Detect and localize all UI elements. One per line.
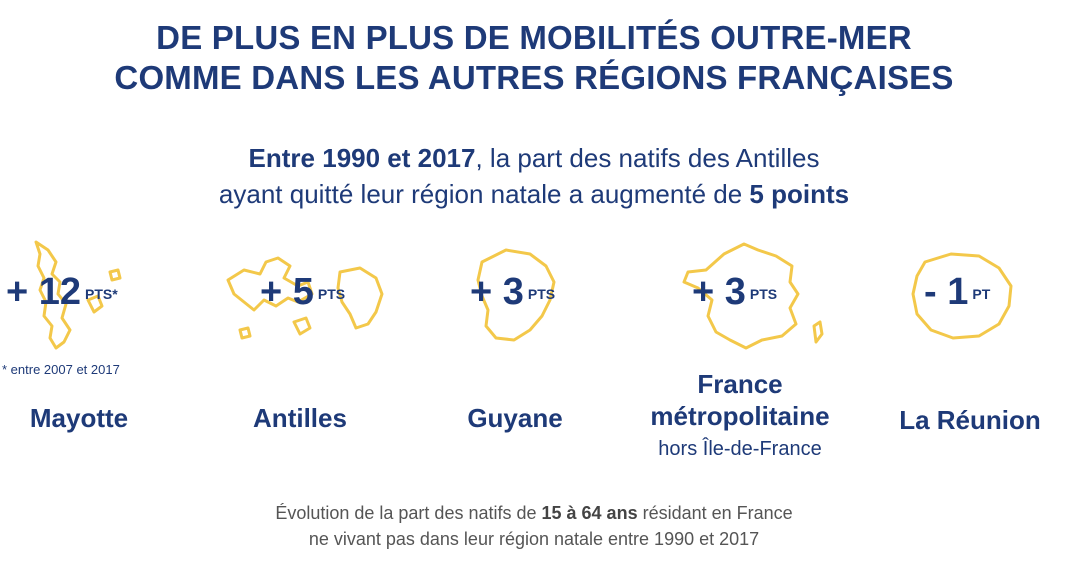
region-la-reunion: - 1 PT La Réunion — [880, 240, 1060, 440]
mayotte-value: + 12 PTS* — [6, 271, 118, 313]
reunion-unit: PT — [972, 285, 991, 302]
guyane-unit: PTS — [527, 285, 556, 302]
page-title: DE PLUS EN PLUS DE MOBILITÉS OUTRE-MER C… — [0, 18, 1068, 98]
subtitle: Entre 1990 et 2017, la part des natifs d… — [0, 140, 1068, 212]
footer-text-2: résidant en France — [637, 503, 793, 523]
mayotte-unit: PTS* — [85, 285, 118, 302]
france-label-line-1: France — [697, 369, 783, 399]
france-unit: PTS — [749, 285, 778, 302]
antilles-unit: PTS — [317, 285, 346, 302]
reunion-value: - 1 PT — [924, 271, 991, 313]
france-map-icon — [682, 242, 824, 350]
region-guyane: + 3 PTS Guyane — [450, 240, 590, 440]
region-france-metropolitaine: + 3 PTS France métropolitaine hors Île-de… — [630, 236, 850, 466]
france-label: France métropolitaine — [630, 368, 850, 432]
subtitle-points: 5 points — [749, 179, 850, 209]
france-label-line-2: métropolitaine — [650, 401, 830, 431]
footer-age-range: 15 à 64 ans — [541, 503, 638, 523]
guyane-map-icon — [476, 248, 556, 342]
mayotte-note: * entre 2007 et 2017 — [2, 362, 120, 377]
footer-text-1: Évolution de la part des natifs de — [275, 503, 542, 523]
mayotte-map-icon — [34, 240, 122, 350]
title-line-1: DE PLUS EN PLUS DE MOBILITÉS OUTRE-MER — [156, 19, 912, 56]
subtitle-text-2: ayant quitté leur région natale a augmen… — [218, 179, 750, 209]
subtitle-text-1: , la part des natifs des Antilles — [475, 143, 820, 173]
title-line-2: COMME DANS LES AUTRES RÉGIONS FRANÇAISES — [114, 59, 954, 96]
antilles-map-icon — [226, 256, 384, 340]
france-sublabel: hors Île-de-France — [658, 438, 822, 460]
antilles-value: + 5 PTS — [260, 271, 346, 313]
reunion-label: La Réunion — [899, 405, 1041, 435]
region-mayotte: + 12 PTS* * entre 2007 et 2017 Mayotte — [0, 230, 170, 440]
france-value: + 3 PTS — [692, 271, 778, 313]
mayotte-label: Mayotte — [29, 403, 129, 433]
antilles-label: Antilles — [253, 403, 347, 433]
guyane-value: + 3 PTS — [470, 271, 556, 313]
guyane-label: Guyane — [467, 403, 563, 433]
footer-line-2: ne vivant pas dans leur région natale en… — [308, 529, 760, 549]
region-antilles: + 5 PTS Antilles — [220, 240, 390, 440]
reunion-map-icon — [911, 252, 1013, 340]
footer-caption: Évolution de la part des natifs de 15 à … — [0, 500, 1068, 552]
subtitle-period: Entre 1990 et 2017 — [248, 143, 476, 173]
